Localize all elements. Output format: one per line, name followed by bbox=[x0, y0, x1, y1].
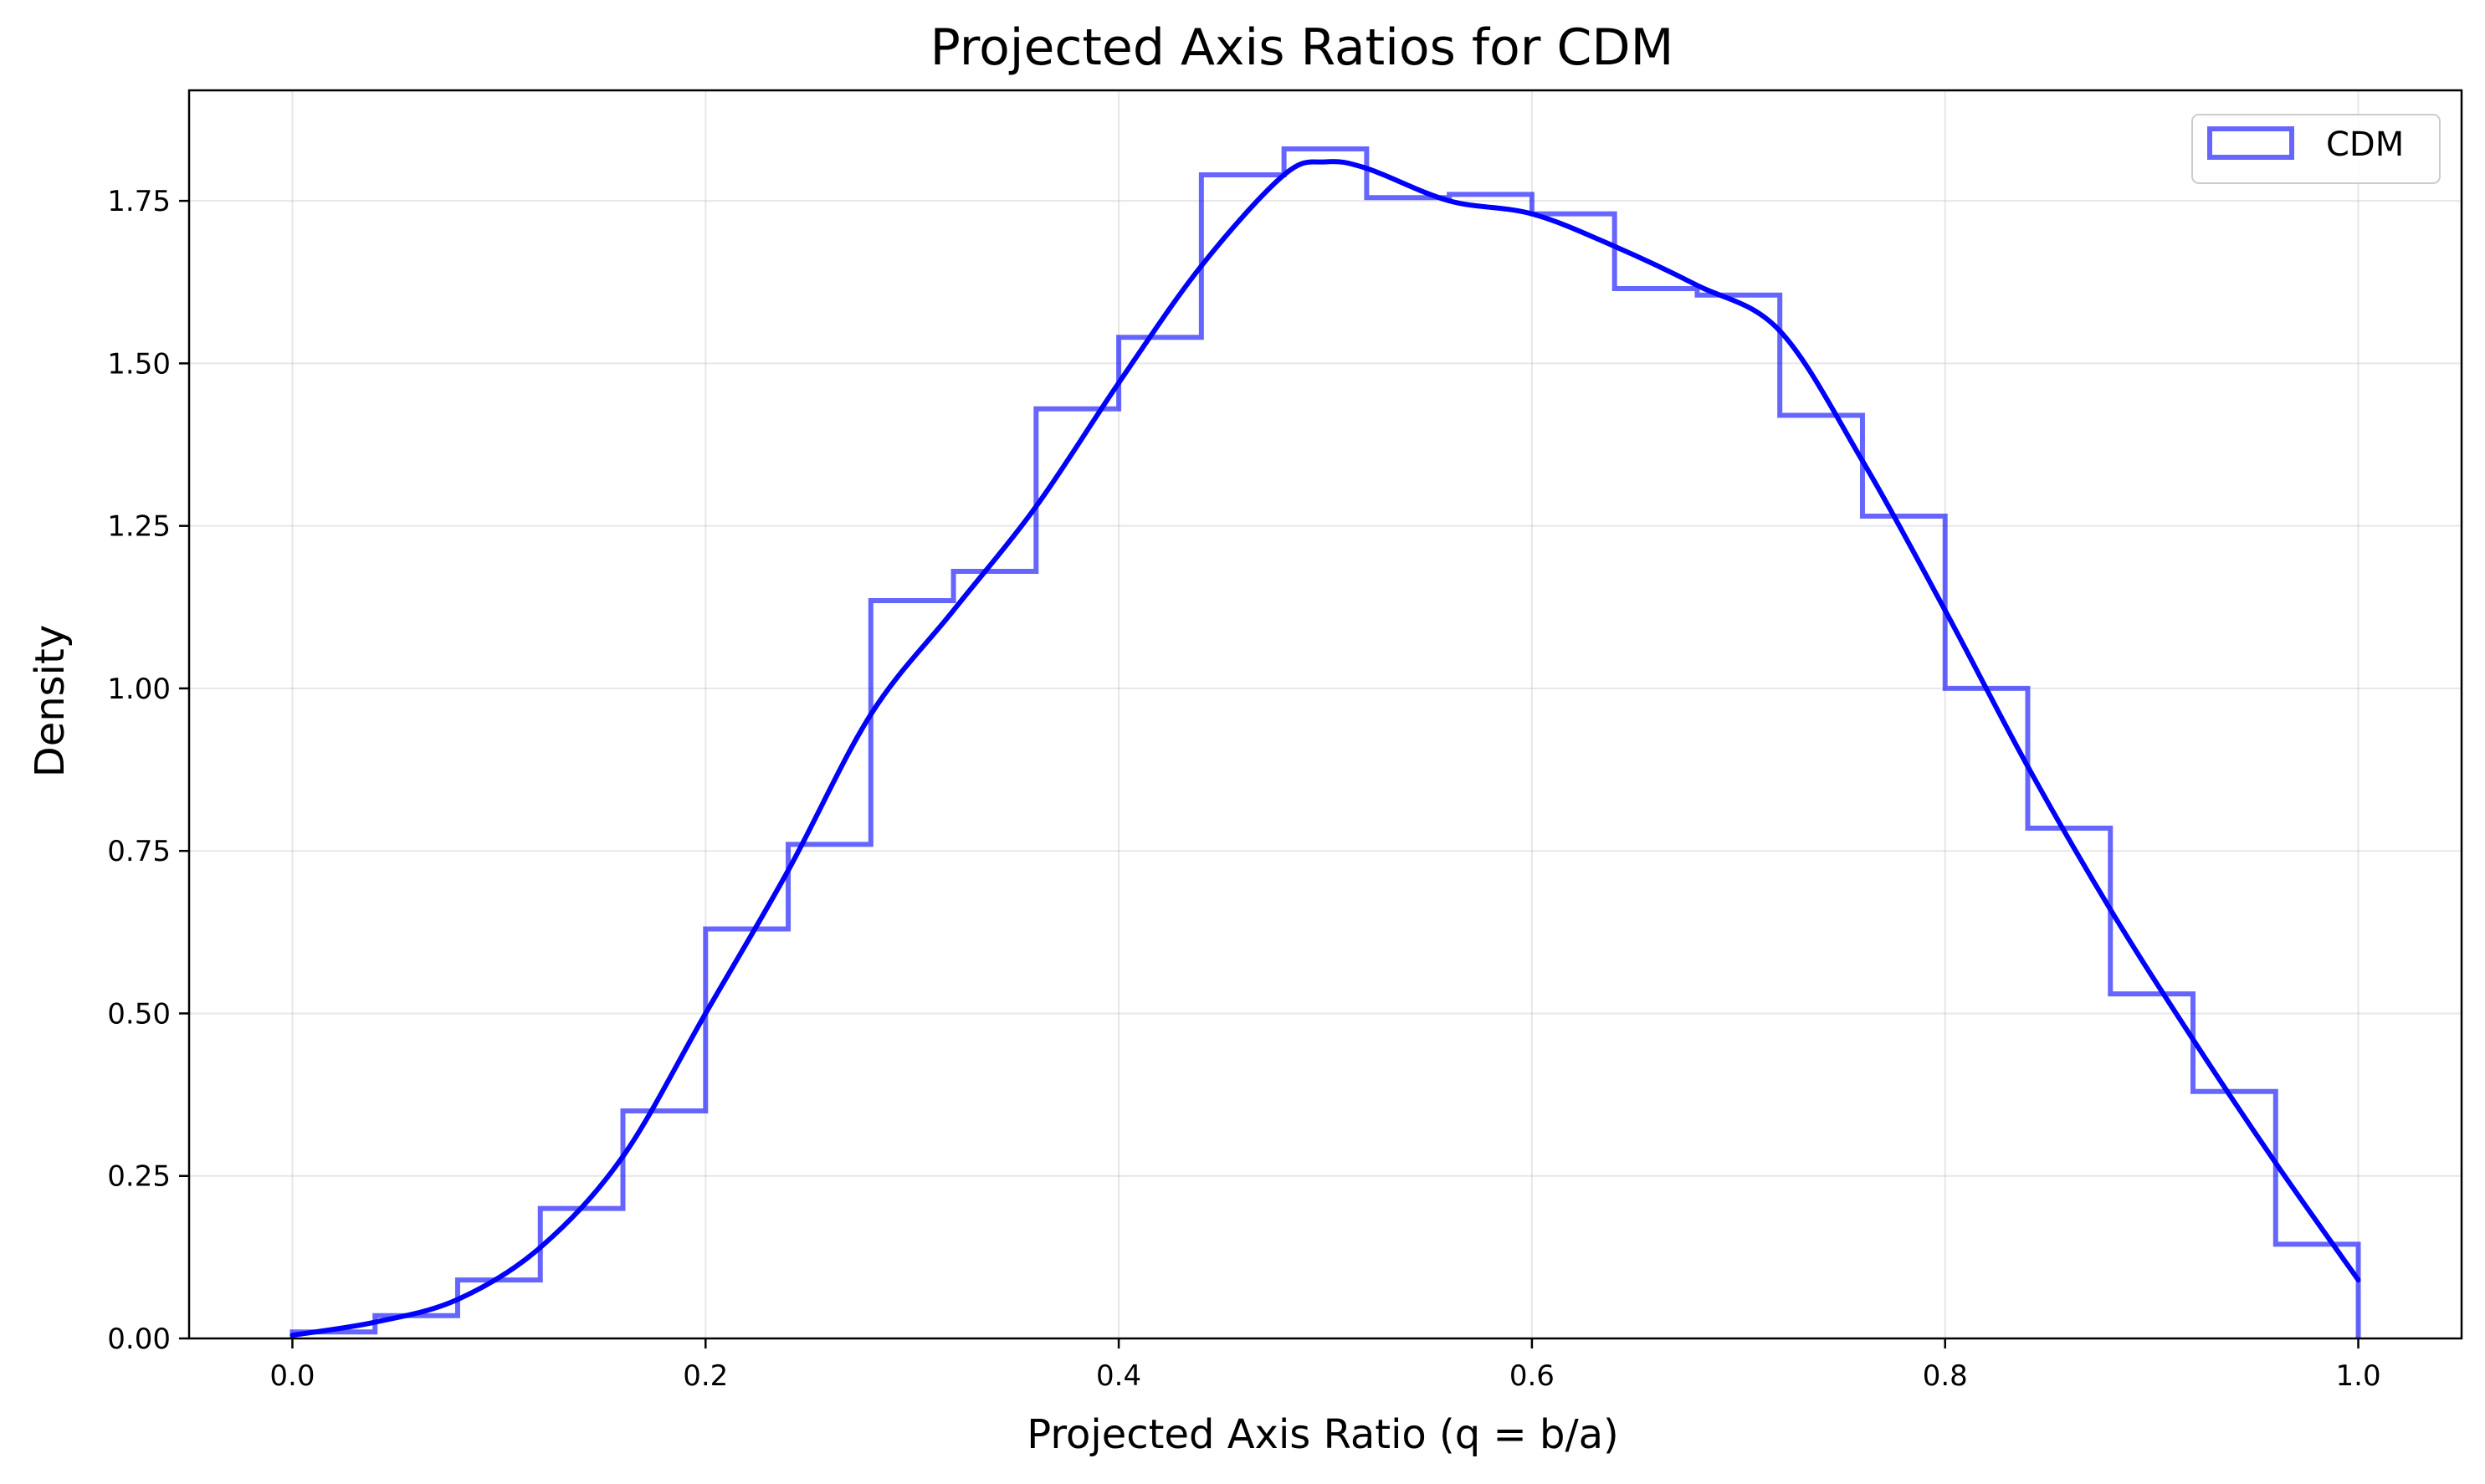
y-tick-label: 0.00 bbox=[107, 1323, 171, 1356]
x-axis-ticks: 0.0 0.2 0.4 0.6 0.8 1.0 bbox=[269, 1338, 2381, 1393]
x-tick-label: 0.4 bbox=[1096, 1359, 1141, 1393]
x-tick-label: 0.8 bbox=[1923, 1359, 1968, 1393]
y-axis-ticks: 0.00 0.25 0.50 0.75 1.00 1.25 1.50 1.75 bbox=[107, 185, 189, 1356]
x-tick-label: 0.6 bbox=[1509, 1359, 1555, 1393]
y-tick-label: 1.50 bbox=[107, 347, 171, 381]
x-tick-label: 1.0 bbox=[2336, 1359, 2381, 1393]
y-tick-label: 0.75 bbox=[107, 835, 171, 868]
legend-box bbox=[2191, 114, 2441, 184]
y-tick-label: 1.75 bbox=[107, 185, 171, 218]
legend-swatch bbox=[2207, 126, 2294, 160]
y-tick-label: 0.50 bbox=[107, 997, 171, 1031]
plot-frame bbox=[187, 89, 2463, 1340]
y-tick-label: 1.00 bbox=[107, 673, 171, 706]
x-tick-label: 0.2 bbox=[683, 1359, 728, 1393]
kde-curve bbox=[289, 159, 2361, 1338]
legend: CDM bbox=[2191, 114, 2441, 184]
y-tick-label: 1.25 bbox=[107, 510, 171, 544]
kde-layer bbox=[289, 159, 2361, 1338]
grid bbox=[189, 90, 2462, 1339]
x-axis-label: Projected Axis Ratio (q = b/a) bbox=[1027, 1411, 1619, 1458]
y-axis-label: Density bbox=[27, 625, 74, 777]
chart-title: Projected Axis Ratios for CDM bbox=[930, 18, 1674, 77]
y-tick-label: 0.25 bbox=[107, 1160, 171, 1194]
legend-label-cdm: CDM bbox=[2326, 125, 2404, 164]
x-tick-label: 0.0 bbox=[269, 1359, 315, 1393]
